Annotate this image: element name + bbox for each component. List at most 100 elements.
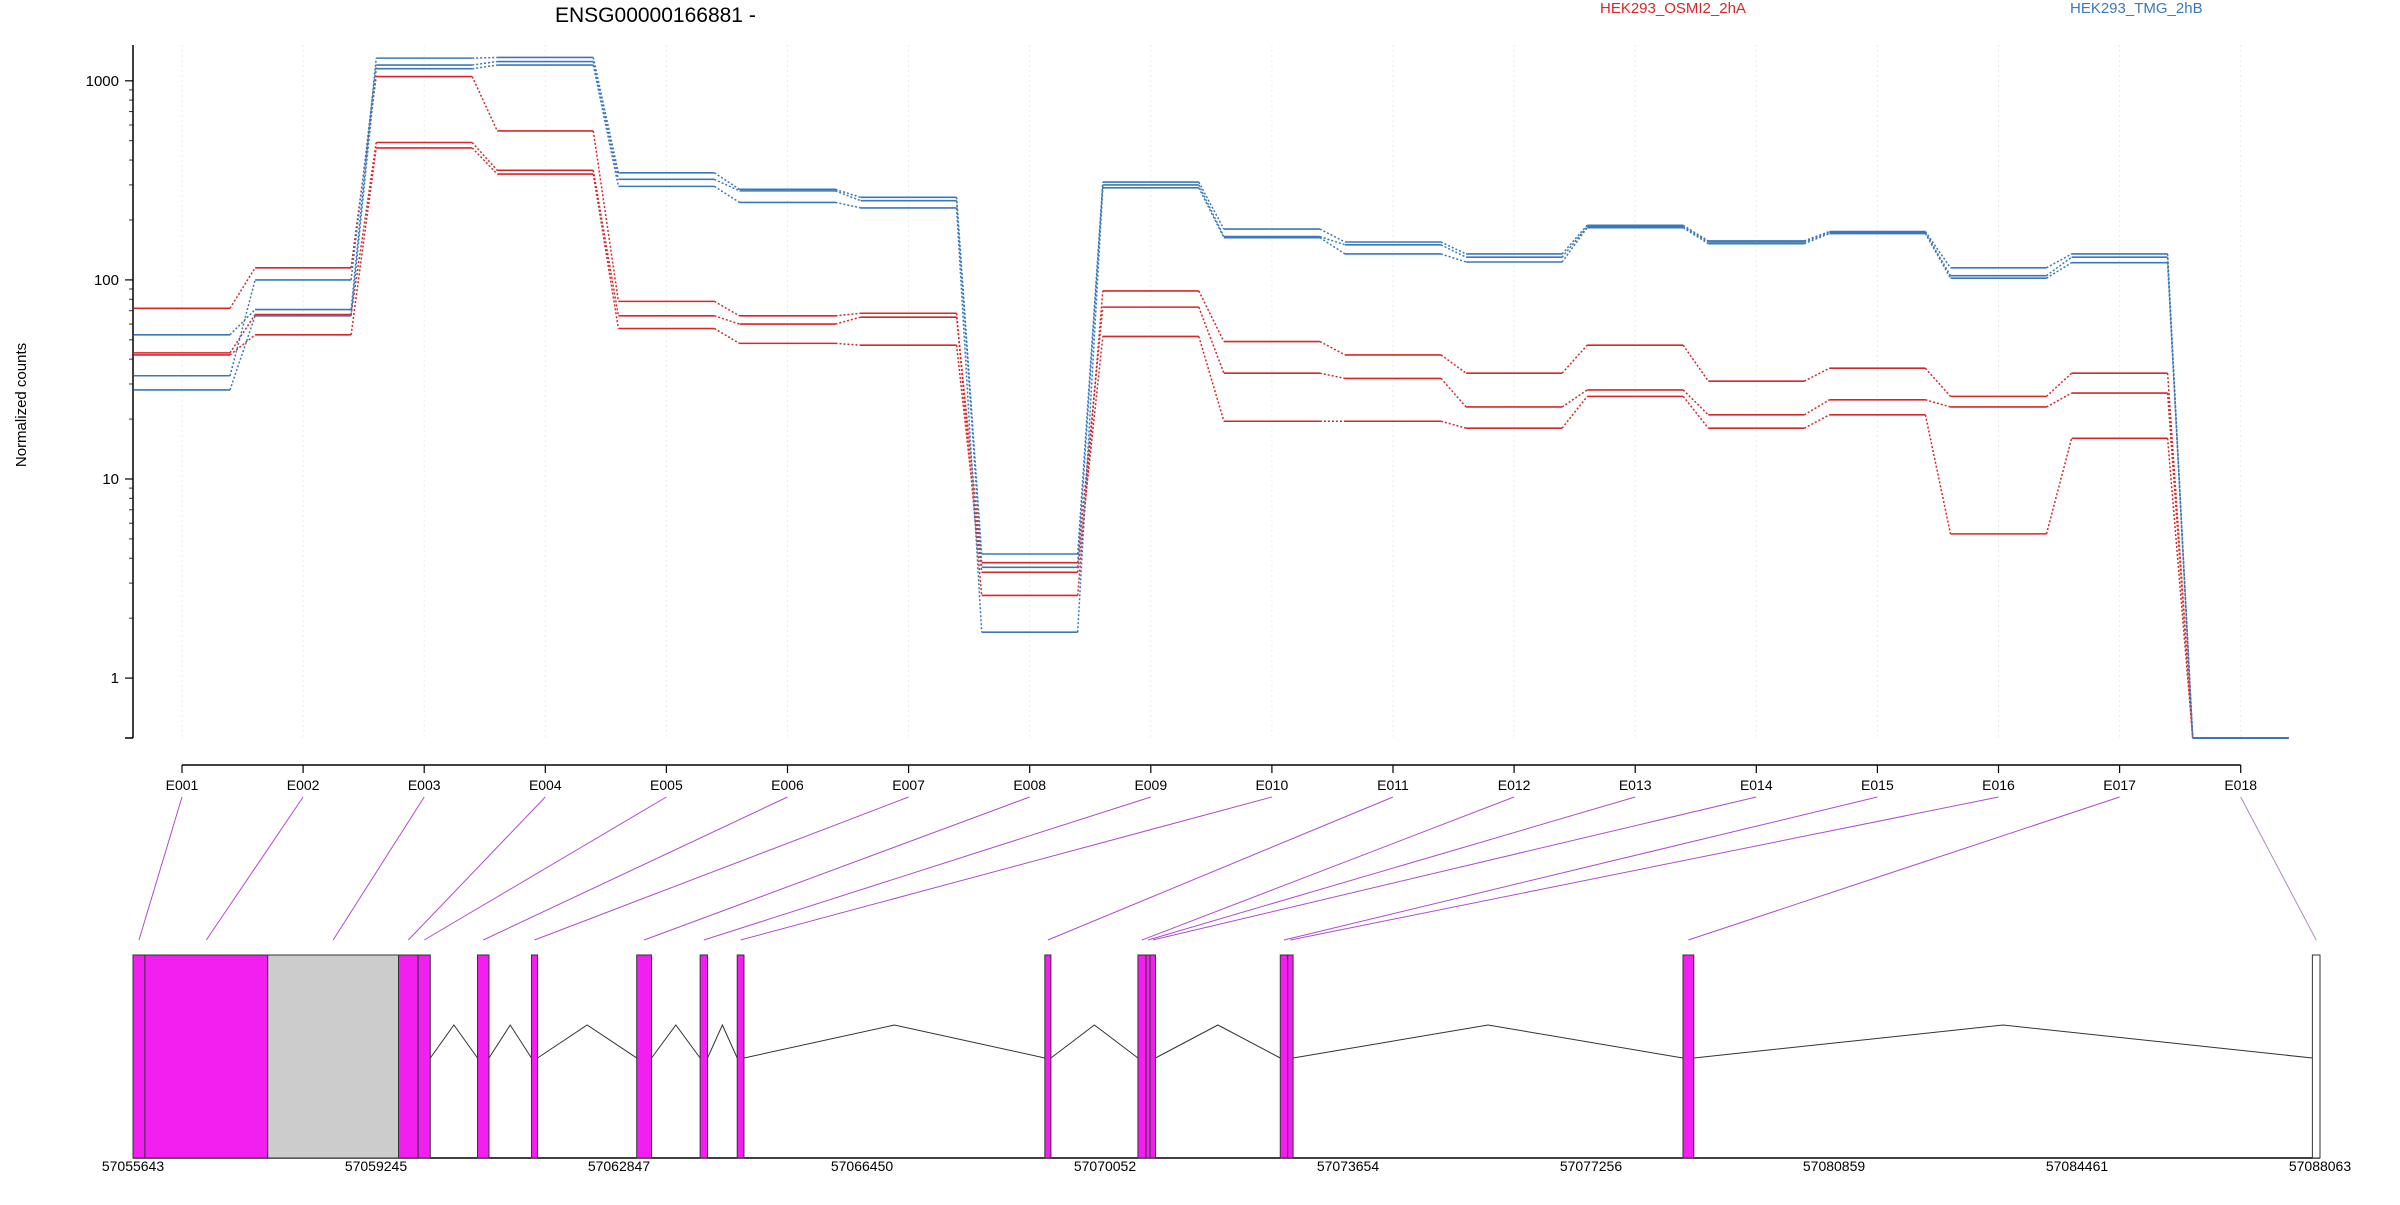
series-connector: [1561, 227, 1588, 263]
series-connector: [1682, 227, 1709, 245]
series-connector: [472, 64, 498, 70]
y-axis-label: Normalized counts: [13, 343, 30, 467]
series-connector: [955, 200, 983, 568]
series-connector: [229, 279, 256, 376]
series-connector: [1925, 399, 1951, 408]
series-connector: [1319, 340, 1346, 356]
series-connector: [835, 316, 861, 325]
series-connector: [1803, 414, 1830, 429]
exon-E006: [477, 954, 490, 1159]
series-connector: [1440, 244, 1467, 258]
series-connector: [592, 61, 620, 180]
x-tick-label: E008: [1013, 777, 1046, 793]
series-connector: [835, 342, 861, 346]
exon-E009: [699, 954, 709, 1159]
series-connector: [2166, 393, 2194, 739]
intron: [1050, 1024, 1139, 1059]
series-connector: [1076, 336, 1104, 573]
series-connector: [1440, 354, 1467, 374]
x-tick-label: E012: [1498, 777, 1531, 793]
position-tick-label: 57059245: [345, 1158, 408, 1174]
series-connector: [1198, 184, 1225, 237]
series-connector: [1924, 414, 1952, 535]
series-connector: [350, 64, 377, 280]
y-tick-label: 1: [111, 670, 119, 687]
exon-E004: [398, 954, 419, 1159]
series-connector: [1682, 226, 1709, 243]
series-connector: [1198, 187, 1225, 238]
series-connector: [592, 64, 620, 187]
connector-E006: [483, 796, 788, 941]
exon-E011: [1044, 954, 1052, 1159]
series-connector: [1198, 181, 1225, 230]
series-connector: [592, 130, 620, 302]
x-tick-label: E015: [1861, 777, 1894, 793]
x-tick-label: E004: [529, 777, 562, 793]
exon-E003: [267, 954, 400, 1159]
x-tick-label: E006: [771, 777, 804, 793]
connector-E018: [2240, 796, 2317, 941]
series-connector: [955, 197, 983, 555]
intron: [429, 1024, 478, 1059]
connector-E017: [1688, 796, 2120, 941]
series-connector: [229, 315, 256, 391]
series-connector: [1319, 228, 1346, 243]
connector-E012: [1141, 796, 1515, 941]
series-connector: [1804, 230, 1830, 242]
series-connector: [1319, 237, 1346, 255]
intron: [1693, 1024, 2313, 1059]
legend-entry: HEK293_OSMI2_2hA: [1600, 0, 1746, 17]
position-tick-label: 57066450: [831, 1158, 894, 1174]
series-connector: [714, 315, 740, 325]
series-connector: [471, 141, 498, 171]
series-connector: [1682, 395, 1709, 429]
series-connector: [1804, 231, 1830, 243]
series-connector: [835, 188, 861, 199]
series-connector: [1924, 233, 1952, 279]
position-tick-label: 57055643: [102, 1158, 165, 1174]
series-connector: [1803, 399, 1830, 416]
y-tick-label: 1000: [86, 73, 119, 90]
chart-title: ENSG00000166881 -: [555, 4, 756, 27]
series-connector: [1561, 344, 1588, 374]
connector-E002: [205, 796, 304, 941]
series-connector: [713, 185, 740, 204]
connector-E008: [643, 796, 1030, 941]
series-connector: [1440, 377, 1467, 408]
series-connector: [835, 190, 861, 202]
intron: [1292, 1024, 1684, 1059]
exon-E016: [1287, 954, 1294, 1159]
exon-connector-lines: [138, 796, 2317, 941]
series-connector: [472, 56, 498, 59]
series-connector: [472, 60, 498, 66]
connector-E003: [332, 796, 425, 941]
connector-E011: [1047, 796, 1394, 941]
series-connector: [2045, 372, 2073, 397]
count-series: [134, 56, 2289, 739]
series-connector: [2045, 438, 2073, 535]
connector-E001: [138, 796, 183, 941]
intron: [743, 1024, 1045, 1059]
series-connector: [714, 178, 740, 192]
position-tick-label: 57073654: [1317, 1158, 1380, 1174]
series-connector: [714, 300, 740, 317]
connector-E014: [1152, 796, 1757, 941]
x-tick-label: E007: [892, 777, 925, 793]
x-tick-label: E010: [1256, 777, 1289, 793]
series-connector: [229, 267, 256, 309]
exon-E010: [736, 954, 745, 1159]
series-3: [134, 56, 2289, 739]
vertical-gridlines: [181, 45, 2242, 738]
intron: [488, 1024, 532, 1059]
intron: [537, 1024, 637, 1059]
exon-E001: [132, 954, 146, 1159]
series-connector: [1924, 232, 1952, 277]
x-tick-label: E011: [1377, 777, 1409, 793]
series-connector: [1924, 367, 1952, 397]
series-connector: [350, 147, 377, 335]
series-connector: [592, 170, 620, 316]
series-connector: [1076, 307, 1104, 563]
series-connector: [1682, 344, 1709, 382]
exon-E018: [2311, 954, 2321, 1159]
connector-E007: [534, 796, 909, 941]
